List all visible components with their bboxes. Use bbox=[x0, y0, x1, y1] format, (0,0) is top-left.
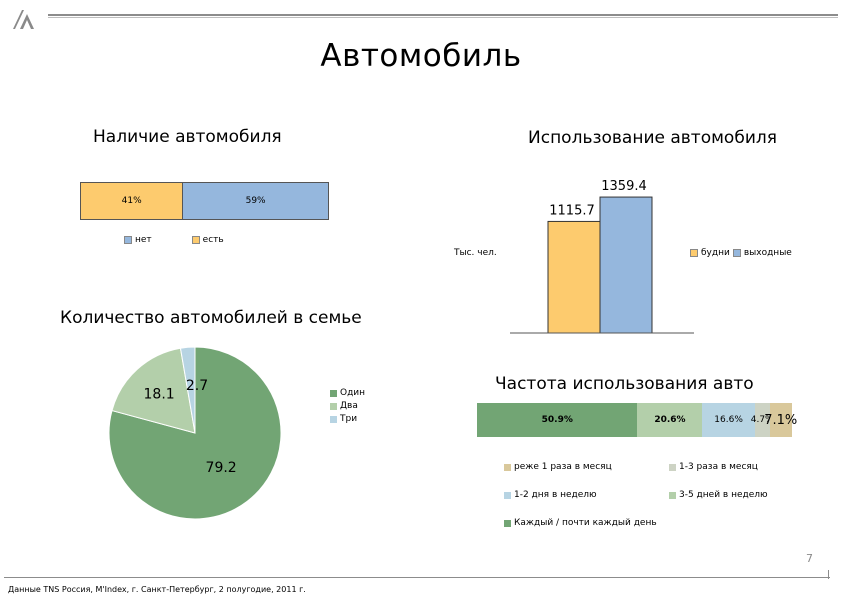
legend-swatch-vyhodnye bbox=[732, 249, 741, 257]
usage-data-label-0: 1115.7 bbox=[549, 203, 595, 218]
legend-label-vyhodnye: выходные bbox=[743, 248, 792, 258]
ownership-chart-title: Наличие автомобиля bbox=[93, 127, 282, 147]
pie-slice-1 bbox=[111, 347, 196, 434]
legend-item-1-2-week: 1-2 дня в неделю bbox=[504, 490, 597, 500]
footer-rule-tick bbox=[828, 570, 829, 579]
frequency-stacked-bar: 50.9% 20.6% 16.6% 4.7% 7.1% bbox=[477, 403, 797, 437]
frequency-data-label-3: 4.7% bbox=[750, 415, 774, 425]
legend-swatch-daily bbox=[504, 519, 511, 527]
legend-label-rezhe: реже 1 раза в месяц bbox=[514, 462, 612, 472]
legend-label-odin: Один bbox=[340, 388, 366, 398]
legend-item-odin: Один bbox=[330, 388, 365, 398]
legend-item-dva: Два bbox=[330, 401, 365, 411]
frequency-segment-4: 7.1% bbox=[764, 403, 797, 437]
page-number: 7 bbox=[806, 552, 813, 565]
frequency-data-label-0: 50.9% bbox=[541, 415, 573, 425]
legend-swatch-1-3-month bbox=[669, 463, 676, 471]
footer-rule bbox=[4, 577, 830, 578]
legend-label-budni: будни bbox=[701, 248, 730, 258]
legend-swatch-budni bbox=[690, 249, 698, 257]
cars-count-chart-title: Количество автомобилей в семье bbox=[60, 308, 362, 328]
company-logo-icon bbox=[12, 8, 40, 30]
footer-source-note: Данные TNS Россия, M'Index, г. Санкт-Пет… bbox=[8, 585, 306, 594]
legend-item-1-3-month: 1-3 раза в месяц bbox=[669, 462, 758, 472]
ownership-legend: нет есть bbox=[124, 235, 224, 245]
pie-data-label-2: 2.7 bbox=[186, 378, 208, 394]
frequency-chart-title: Частота использования авто bbox=[495, 374, 754, 394]
cars-count-legend: Один Два Три bbox=[330, 388, 365, 424]
pie-data-label-0: 79.2 bbox=[206, 460, 237, 476]
cars-count-pie-chart: 79.2 18.1 2.7 bbox=[108, 346, 282, 520]
legend-swatch-odin bbox=[330, 389, 337, 397]
frequency-segment-2: 16.6% bbox=[702, 403, 755, 437]
legend-label-daily: Каждый / почти каждый день bbox=[514, 518, 657, 528]
frequency-data-label-2: 16.6% bbox=[714, 415, 743, 425]
usage-chart-title: Использование автомобиля bbox=[528, 128, 777, 148]
pie-slice-0 bbox=[108, 346, 282, 520]
legend-swatch-rezhe bbox=[504, 463, 511, 471]
legend-label-est: есть bbox=[202, 235, 224, 245]
legend-item-tri: Три bbox=[330, 414, 365, 424]
legend-item-rezhe: реже 1 раза в месяц bbox=[504, 462, 612, 472]
legend-label-1-2-week: 1-2 дня в неделю bbox=[514, 490, 597, 500]
slide-title: Автомобиль bbox=[320, 38, 522, 74]
legend-item-daily: Каждый / почти каждый день bbox=[504, 518, 657, 528]
usage-y-axis-label: Тыс. чел. bbox=[454, 248, 497, 258]
usage-bar-1 bbox=[599, 196, 653, 334]
ownership-data-label-1: 59% bbox=[245, 196, 266, 206]
ownership-segment-0: 41% bbox=[81, 183, 183, 219]
frequency-segment-0: 50.9% bbox=[477, 403, 638, 437]
ownership-stacked-bar: 41% 59% bbox=[80, 182, 329, 220]
legend-swatch-dva bbox=[330, 402, 337, 410]
usage-bar-0 bbox=[547, 220, 601, 334]
legend-label-1-3-month: 1-3 раза в месяц bbox=[679, 462, 758, 472]
pie-slice-2 bbox=[179, 346, 196, 434]
legend-label-net: нет bbox=[135, 235, 152, 245]
header-rule-thin bbox=[48, 17, 838, 18]
usage-bar-chart: 1115.7 1359.4 bbox=[510, 179, 694, 334]
usage-data-label-1: 1359.4 bbox=[601, 179, 647, 194]
header-rule bbox=[48, 14, 838, 16]
frequency-segment-1: 20.6% bbox=[637, 403, 703, 437]
frequency-segment-3: 4.7% bbox=[751, 403, 774, 437]
legend-label-tri: Три bbox=[340, 414, 358, 424]
legend-swatch-est bbox=[191, 236, 200, 244]
pie-data-label-1: 18.1 bbox=[144, 387, 175, 403]
legend-swatch-net bbox=[124, 236, 132, 244]
legend-swatch-1-2-week bbox=[504, 491, 511, 499]
legend-label-dva: Два bbox=[340, 401, 358, 411]
frequency-data-label-4: 7.1% bbox=[764, 412, 798, 428]
usage-legend: будни выходные bbox=[690, 248, 792, 258]
frequency-data-label-1: 20.6% bbox=[654, 415, 686, 425]
legend-swatch-tri bbox=[330, 415, 337, 423]
legend-label-3-5-week: 3-5 дней в неделю bbox=[679, 490, 768, 500]
ownership-segment-1: 59% bbox=[182, 183, 328, 219]
ownership-data-label-0: 41% bbox=[121, 196, 142, 206]
legend-item-3-5-week: 3-5 дней в неделю bbox=[669, 490, 768, 500]
legend-swatch-3-5-week bbox=[669, 491, 676, 499]
